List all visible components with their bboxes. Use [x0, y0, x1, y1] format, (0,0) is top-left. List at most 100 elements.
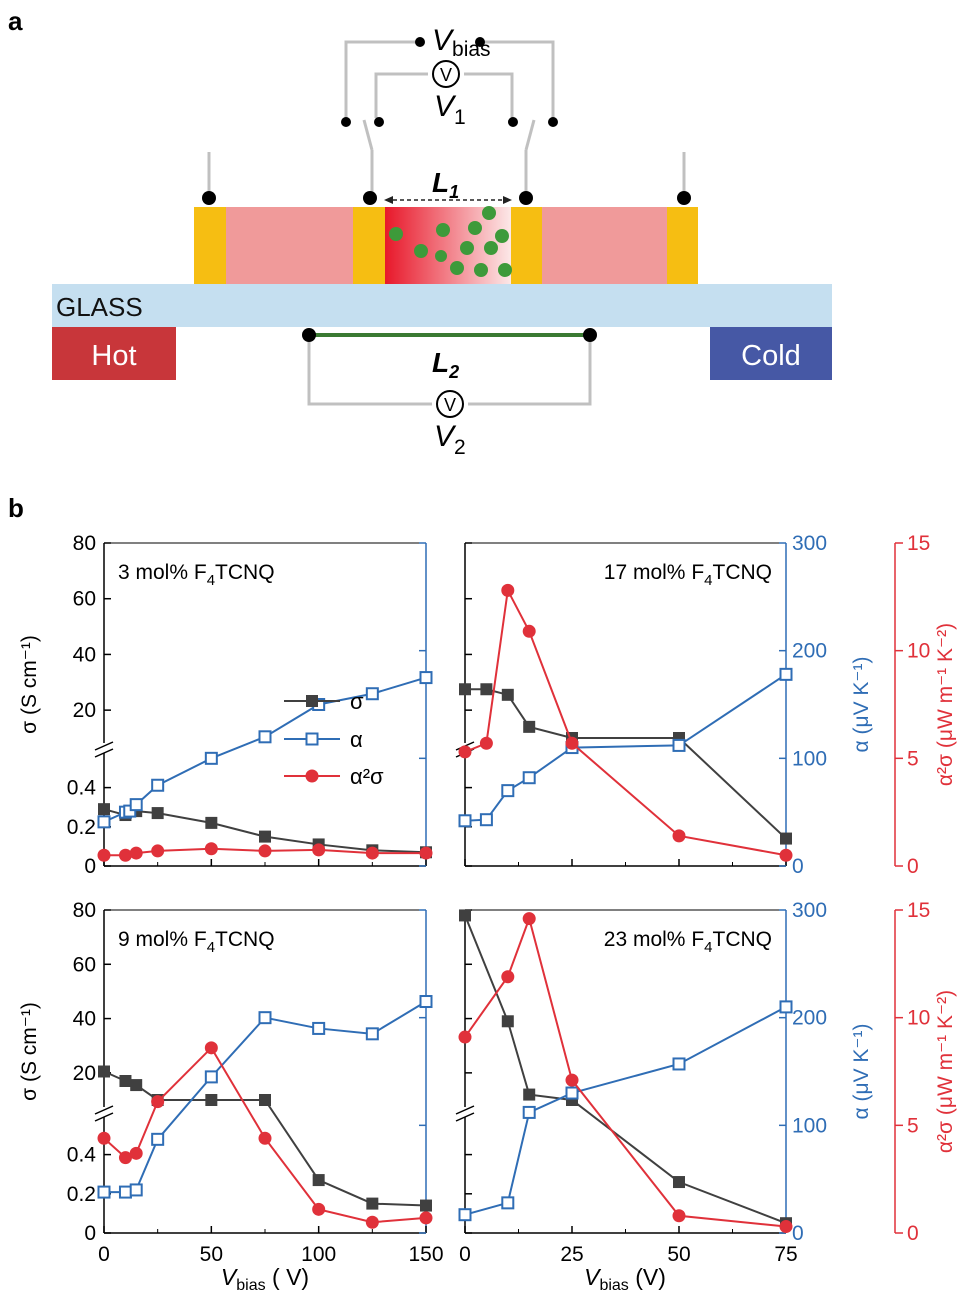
sigma-point [312, 1174, 325, 1187]
y-tick-label: 0.4 [67, 1144, 97, 1167]
sigma-point [523, 720, 536, 733]
switch-right [524, 119, 536, 151]
panel-b-letter: b [8, 493, 24, 523]
axis-break-mark [455, 1112, 475, 1122]
x-tick-label: 50 [200, 1243, 223, 1266]
chart-panel: 80 60 40 20 0.4 0.2 0 σ (S cm⁻¹) 3 mol% F4TCNQ [18, 532, 433, 878]
hot-label: Hot [91, 340, 136, 372]
panel-title: 17 mol% F4TCNQ [604, 561, 772, 589]
dopant-dot [450, 261, 464, 275]
dopant-dot [495, 229, 509, 243]
y-tick-label: 0.2 [67, 816, 96, 839]
pf-point [118, 1151, 132, 1165]
sigma-point [130, 1079, 143, 1092]
alpha-point [129, 1183, 143, 1197]
pf-tick-label: 5 [907, 747, 919, 770]
dopant-dot [389, 227, 403, 241]
sigma-point [259, 830, 271, 843]
x-tick-label: 150 [408, 1243, 443, 1266]
pf-point [672, 829, 686, 843]
axis-break-mark [94, 1105, 114, 1115]
alpha-point [479, 813, 493, 827]
pf-tick-label: 0 [907, 1222, 919, 1245]
alpha-axis-label: α (μV K⁻¹) [850, 1024, 873, 1120]
terminal-dot [475, 37, 485, 47]
sigma-point [459, 683, 471, 696]
series-line [464, 915, 787, 1228]
alpha-point [151, 1132, 165, 1146]
series-line [464, 915, 787, 1225]
y-tick-label: 40 [73, 643, 96, 666]
contact-3 [511, 207, 542, 284]
v1-wire-right [464, 72, 514, 118]
pf-point [458, 1030, 472, 1044]
dopant-dot [435, 250, 447, 262]
sigma-point [119, 1075, 132, 1087]
legend: σα α²σ [284, 689, 384, 789]
voltmeter-v2: V [436, 390, 464, 418]
dopant-dot [498, 263, 512, 277]
sigma-point [501, 688, 514, 701]
x-axis-label: Vbias ( V) [221, 1264, 309, 1294]
alpha-point [565, 1086, 579, 1100]
alpha-point [258, 730, 272, 744]
alpha-point [522, 771, 536, 785]
v2-label: V2 [434, 420, 466, 459]
terminals [202, 37, 691, 342]
terminal-dot [341, 117, 351, 127]
sigma-point [459, 909, 471, 922]
pf-point [565, 736, 579, 750]
l2-label: L2 [432, 347, 459, 382]
alpha-tick-label: 300 [792, 899, 827, 922]
legend-marker-alpha [305, 732, 319, 746]
l1-arrowhead-right [503, 196, 512, 204]
legend-marker-pf [305, 769, 319, 783]
sigma-point [501, 1015, 514, 1028]
pf-point [365, 846, 379, 860]
alpha-point [672, 738, 686, 752]
terminal-dot [508, 117, 518, 127]
sigma-point [98, 1065, 110, 1078]
sigma-point [151, 807, 164, 820]
x-axis-label: Vbias (V) [584, 1264, 666, 1294]
alpha-point [779, 667, 793, 681]
alpha-tick-label: 200 [792, 640, 827, 663]
y-tick-label: 0 [84, 855, 96, 878]
vbias-wire-right [480, 40, 555, 118]
v2-wire-right [468, 335, 592, 406]
contact-4 [667, 207, 698, 284]
alpha-tick-label: 100 [792, 1114, 827, 1137]
pf-point [419, 846, 433, 860]
alpha-point [97, 1185, 111, 1199]
alpha-point [458, 1208, 472, 1222]
panel-a: a GLASS Hot Cold [8, 6, 832, 459]
pf-axis-label: α²σ (μW m⁻¹ K⁻²) [934, 990, 957, 1153]
voltmeter-icon [436, 390, 464, 418]
dopant-dot [484, 241, 498, 255]
pf-point [97, 1131, 111, 1145]
alpha-point [204, 1070, 218, 1084]
pf-point [365, 1215, 379, 1229]
alpha-point [312, 1021, 326, 1035]
terminal-dot [415, 37, 425, 47]
dopant-dot [474, 263, 488, 277]
alpha-tick-label: 0 [792, 855, 804, 878]
v2-wire-left [307, 335, 432, 406]
alpha-point [151, 778, 165, 792]
y-tick-label: 80 [73, 532, 96, 555]
cold-label: Cold [741, 340, 801, 372]
x-tick-label: 0 [98, 1243, 110, 1266]
pf-point [501, 583, 515, 597]
voltmeter-symbol: V [444, 395, 456, 415]
y-tick-label: 20 [73, 699, 96, 722]
terminal-dot [548, 117, 558, 127]
sigma-axis-label: σ (S cm⁻¹) [18, 635, 41, 734]
alpha-point [118, 1185, 132, 1199]
axis-break-mark [455, 1105, 475, 1115]
x-tick-label: 100 [301, 1243, 336, 1266]
y-tick-label: 60 [73, 588, 96, 611]
terminal-dot [302, 328, 316, 342]
sigma-point [259, 1094, 271, 1106]
switch-left [362, 119, 374, 151]
legend-label-sigma: σ [350, 689, 364, 714]
